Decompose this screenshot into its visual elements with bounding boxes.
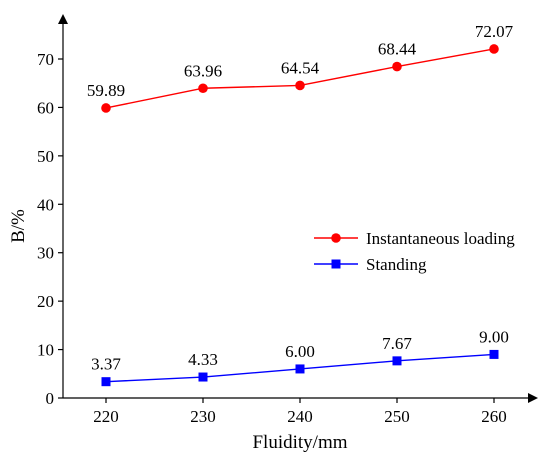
- x-tick-label: 230: [190, 407, 216, 426]
- data-label: 63.96: [184, 61, 222, 80]
- data-label: 59.89: [87, 81, 125, 100]
- data-point: [198, 372, 208, 382]
- legend-item-standing: Standing: [314, 255, 427, 274]
- legend-label-standing: Standing: [366, 255, 427, 274]
- y-ticks: 0 10 20 30 40 50 60 70: [37, 50, 63, 408]
- legend-marker-instantaneous-loading: [331, 233, 341, 243]
- data-label: 6.00: [285, 342, 315, 361]
- data-label: 3.37: [91, 355, 121, 374]
- series-group: 59.89 63.96 64.54 68.44 72.07 3.37 4.33 6.00 7.6…: [87, 22, 514, 387]
- y-axis-arrow-icon: [58, 14, 68, 24]
- data-point: [392, 356, 402, 366]
- x-tick-label: 240: [287, 407, 313, 426]
- data-label: 9.00: [479, 327, 509, 346]
- data-point: [489, 44, 499, 54]
- y-tick-label: 20: [37, 292, 54, 311]
- y-axis-title: B/%: [8, 209, 29, 243]
- x-axis-arrow-icon: [528, 393, 538, 403]
- series-standing: 3.37 4.33 6.00 7.67 9.00: [91, 327, 509, 387]
- data-point: [101, 377, 111, 387]
- axes: [58, 14, 538, 403]
- legend-item-instantaneous-loading: Instantaneous loading: [314, 229, 515, 248]
- y-tick-label: 10: [37, 341, 54, 360]
- data-point: [295, 80, 305, 91]
- x-tick-label: 250: [384, 407, 410, 426]
- y-tick-label: 70: [37, 50, 54, 69]
- data-point: [101, 103, 111, 113]
- data-point: [198, 83, 208, 94]
- data-point: [295, 364, 305, 374]
- data-label: 64.54: [281, 58, 320, 77]
- y-tick-label: 30: [37, 244, 54, 263]
- series-instantaneous-loading: 59.89 63.96 64.54 68.44 72.07: [87, 22, 514, 113]
- x-tick-label: 220: [93, 407, 119, 426]
- y-tick-label: 50: [37, 147, 54, 166]
- data-point: [392, 61, 402, 72]
- data-label: 72.07: [475, 22, 514, 41]
- x-axis-title: Fluidity/mm: [252, 432, 347, 453]
- x-tick-label: 260: [481, 407, 507, 426]
- data-label: 7.67: [382, 334, 412, 353]
- data-point: [489, 349, 499, 359]
- legend-marker-standing: [331, 259, 341, 269]
- y-tick-label: 0: [46, 389, 55, 408]
- x-ticks: 220 230 240 250 260: [93, 398, 507, 426]
- legend-label-instantaneous-loading: Instantaneous loading: [366, 229, 515, 248]
- legend: Instantaneous loading Standing: [314, 229, 515, 274]
- data-label: 68.44: [378, 40, 417, 59]
- data-label: 4.33: [188, 350, 218, 369]
- y-tick-label: 60: [37, 98, 54, 117]
- y-tick-label: 40: [37, 195, 54, 214]
